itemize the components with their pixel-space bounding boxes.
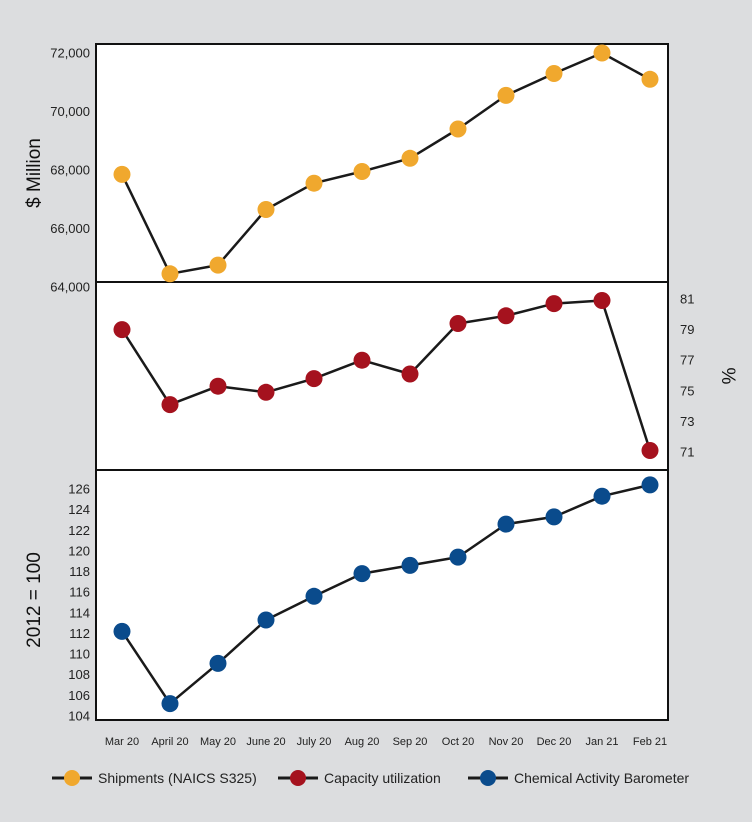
- data-point-shipments: [305, 174, 323, 192]
- y-tick-label-cab: 106: [68, 688, 90, 703]
- data-point-capacity: [113, 321, 131, 339]
- data-point-shipments: [113, 165, 131, 183]
- y-tick-label-capacity: 73: [680, 414, 694, 429]
- data-point-shipments: [545, 65, 563, 82]
- x-tick-label: July 20: [297, 736, 332, 748]
- data-point-shipments: [209, 256, 227, 274]
- y-tick-label-cab: 126: [68, 482, 90, 497]
- x-tick-label: Dec 20: [537, 736, 572, 748]
- series-shipments: [113, 44, 659, 283]
- x-tick-label: May 20: [200, 736, 236, 748]
- data-point-capacity: [353, 351, 371, 369]
- data-point-cab: [449, 548, 467, 566]
- data-point-cab: [305, 587, 323, 605]
- y-tick-label-capacity: 71: [680, 445, 694, 460]
- data-point-cab: [545, 508, 563, 526]
- data-point-capacity: [449, 315, 467, 332]
- y-axis-title-capacity: %: [717, 368, 738, 385]
- y-tick-label-cab: 104: [68, 709, 90, 724]
- data-point-cab: [401, 556, 419, 574]
- data-point-shipments: [593, 44, 611, 62]
- x-tick-label: April 20: [151, 736, 188, 748]
- data-point-shipments: [641, 70, 659, 88]
- data-point-capacity: [497, 307, 515, 325]
- data-point-shipments: [353, 163, 371, 180]
- data-point-cab: [497, 515, 515, 533]
- y-tick-label-shipments: 68,000: [50, 163, 90, 178]
- legend-label: Shipments (NAICS S325): [98, 770, 257, 786]
- data-point-capacity: [641, 442, 659, 459]
- data-point-capacity: [593, 292, 611, 309]
- y-tick-label-capacity: 81: [680, 292, 694, 307]
- data-point-capacity: [545, 295, 563, 313]
- data-point-cab: [257, 611, 275, 629]
- x-tick-label: Jan 21: [585, 736, 618, 748]
- data-point-shipments: [401, 149, 419, 167]
- y-tick-label-shipments: 70,000: [50, 104, 90, 119]
- y-tick-label-cab: 122: [68, 523, 90, 538]
- y-tick-label-capacity: 79: [680, 322, 694, 337]
- legend-label: Capacity utilization: [324, 770, 441, 786]
- x-tick-label: Mar 20: [105, 736, 139, 748]
- x-tick-label: Oct 20: [442, 736, 474, 748]
- y-tick-label-cab: 114: [69, 605, 90, 620]
- legend-marker: [290, 770, 306, 786]
- legend-marker: [480, 770, 496, 786]
- y-axis-title-shipments: $ Million: [24, 138, 45, 208]
- data-point-cab: [209, 654, 227, 672]
- y-tick-label-shipments: 72,000: [50, 46, 90, 61]
- legend-label: Chemical Activity Barometer: [514, 770, 689, 786]
- data-point-capacity: [257, 383, 275, 401]
- data-point-shipments: [497, 86, 515, 104]
- data-point-cab: [641, 476, 659, 494]
- legend-marker: [64, 770, 80, 786]
- series-line-cab: [120, 483, 651, 705]
- y-tick-label-cab: 110: [69, 647, 90, 662]
- y-tick-label-shipments: 64,000: [50, 280, 90, 295]
- y-tick-label-cab: 120: [68, 543, 90, 558]
- y-tick-label-capacity: 75: [680, 383, 694, 398]
- data-point-capacity: [401, 365, 419, 383]
- y-axis-title-cab: 2012 = 100: [24, 552, 45, 648]
- plot-frame: [95, 43, 669, 721]
- series-capacity: [113, 292, 659, 459]
- x-tick-label: Nov 20: [489, 736, 524, 748]
- data-point-cab: [113, 622, 131, 640]
- y-tick-label-capacity: 77: [680, 353, 694, 368]
- x-tick-label: Sep 20: [393, 736, 428, 748]
- y-tick-label-cab: 112: [69, 626, 90, 641]
- x-tick-label: Feb 21: [633, 736, 667, 748]
- legend: Shipments (NAICS S325) Capacity utilizati…: [52, 770, 689, 786]
- y-tick-label-cab: 118: [69, 564, 90, 579]
- data-point-cab: [161, 695, 179, 713]
- data-point-shipments: [161, 265, 179, 283]
- y-tick-label-cab: 124: [68, 502, 90, 517]
- series-cab: [113, 476, 659, 713]
- y-tick-label-shipments: 66,000: [50, 221, 90, 236]
- data-point-capacity: [209, 377, 227, 395]
- data-point-shipments: [449, 120, 467, 138]
- data-point-cab: [353, 565, 371, 583]
- data-point-capacity: [161, 396, 179, 414]
- data-point-cab: [593, 487, 611, 505]
- y-tick-label-cab: 116: [69, 585, 90, 600]
- data-point-capacity: [305, 370, 323, 388]
- data-point-shipments: [257, 201, 275, 218]
- y-tick-label-cab: 108: [68, 667, 90, 682]
- x-tick-label: Aug 20: [345, 736, 380, 748]
- x-tick-label: June 20: [246, 736, 285, 748]
